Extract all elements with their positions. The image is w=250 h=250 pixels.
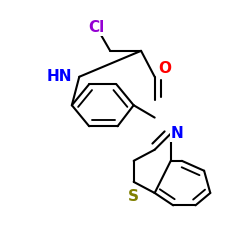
Text: HN: HN: [46, 69, 72, 84]
Text: O: O: [158, 61, 172, 76]
Text: N: N: [171, 126, 183, 141]
Text: Cl: Cl: [88, 20, 105, 35]
Text: S: S: [128, 189, 139, 204]
